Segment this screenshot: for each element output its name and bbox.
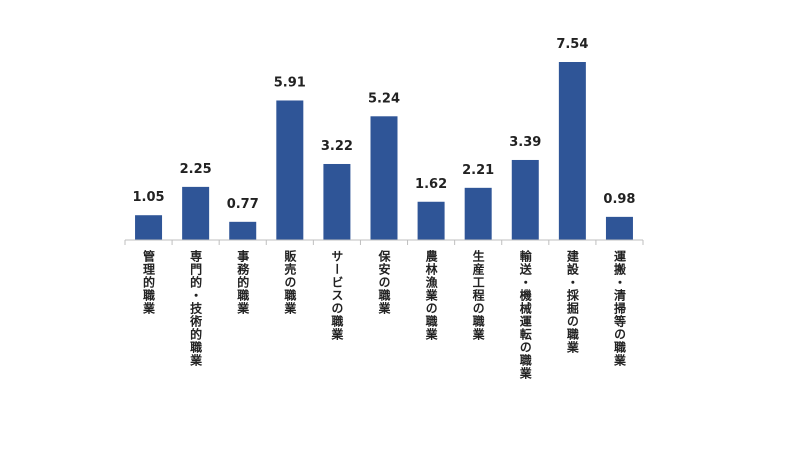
- x-tick-label: 農林漁業の職業: [424, 249, 438, 341]
- x-tick-label: サービスの職業: [330, 250, 344, 341]
- x-tick-label: 輸送・機械運転の職業: [518, 249, 532, 380]
- value-label: 5.91: [274, 75, 306, 90]
- x-tick-label: 管理的職業: [142, 249, 156, 315]
- value-label: 7.54: [556, 37, 588, 52]
- bar: [276, 100, 304, 240]
- x-tick-label: 販売の職業: [283, 249, 297, 315]
- x-tick-label: 建設・採掘の職業: [565, 249, 579, 354]
- value-label: 0.98: [603, 192, 635, 207]
- x-tick-label: 運搬・清掃等の職業: [612, 250, 626, 367]
- bar: [605, 216, 633, 240]
- value-label: 3.22: [321, 139, 353, 154]
- bar: [417, 201, 445, 240]
- x-tick-label: 専門的・技術的職業: [189, 249, 203, 367]
- x-tick-label: 事務的職業: [236, 249, 250, 315]
- bar: [464, 187, 492, 240]
- value-label: 2.21: [462, 163, 494, 178]
- bar: [323, 163, 351, 240]
- bar: [229, 221, 257, 240]
- value-label: 2.25: [180, 162, 212, 177]
- bar: [135, 215, 163, 240]
- bar: [511, 159, 539, 240]
- value-label: 5.24: [368, 91, 400, 106]
- value-label: 1.62: [415, 177, 447, 192]
- value-label: 0.77: [227, 197, 259, 212]
- value-label: 1.05: [133, 190, 165, 205]
- value-label: 3.39: [509, 135, 541, 150]
- bar: [558, 62, 586, 240]
- x-tick-label: 保安の職業: [377, 249, 391, 315]
- bar: [182, 186, 210, 240]
- bar: [370, 116, 398, 240]
- x-tick-label: 生産工程の職業: [471, 249, 485, 341]
